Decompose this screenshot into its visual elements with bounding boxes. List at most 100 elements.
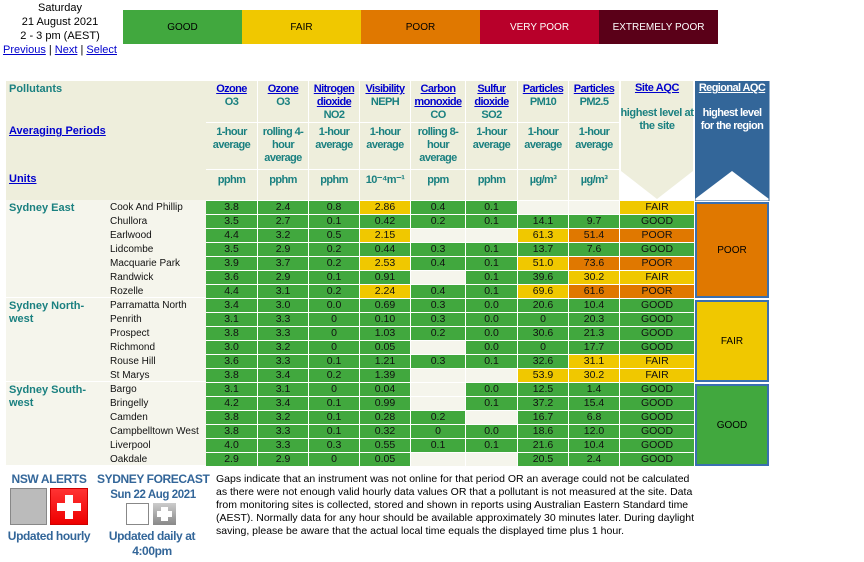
pollutant-link[interactable]: Nitrogen [313, 83, 355, 95]
unit: µg/m³ [518, 170, 568, 200]
forecast-health-icon[interactable] [153, 503, 176, 525]
site-name[interactable]: Randwick [110, 272, 154, 283]
site-name[interactable]: Oakdale [110, 454, 148, 465]
reading-cell: 30.2 [569, 271, 619, 284]
reading-cell: 3.8 [206, 411, 257, 424]
reading-cell: 2.53 [360, 257, 410, 270]
region-name: Sydney North-west [9, 300, 85, 325]
reading-cell: 20.6 [518, 299, 568, 312]
pollutant-code: NEPH [370, 96, 400, 108]
site-name[interactable]: Chullora [110, 216, 148, 227]
site-name[interactable]: Bargo [110, 384, 137, 395]
pollutant-link[interactable]: dioxide [474, 96, 509, 108]
pollutant-link[interactable]: Particles [522, 83, 564, 95]
pollutant-code: NO2 [323, 109, 345, 121]
site-aqc-link[interactable]: Site AQC [634, 82, 680, 94]
reading-cell: 69.6 [518, 285, 568, 298]
reading-cell: 0.2 [309, 243, 359, 256]
pollutant-link[interactable]: Carbon [420, 83, 457, 95]
site-aqc-badge: GOOD [620, 383, 694, 396]
select-link[interactable]: Select [86, 44, 117, 56]
pollutant-code: SO2 [481, 109, 502, 121]
pollutant-code: O3 [276, 96, 290, 108]
fire-alerts-icon[interactable] [10, 488, 47, 525]
reading-cell: 0 [518, 341, 568, 354]
reading-cell: 0.1 [466, 201, 517, 214]
unit: pphm [309, 170, 359, 200]
averaging-period: 1-hour average [206, 123, 257, 169]
site-aqc-desc: highest level at the site [620, 107, 694, 132]
next-link[interactable]: Next [54, 44, 78, 56]
forecast-map-icon[interactable] [126, 503, 149, 525]
site-name[interactable]: Campbelltown West [110, 426, 199, 437]
reading-cell: 17.7 [569, 341, 619, 354]
health-alerts-icon[interactable] [50, 488, 88, 525]
pollutant-link[interactable]: Visibility [365, 83, 405, 95]
pollutant-code: PM10 [529, 96, 557, 108]
header-labels: Pollutants Averaging Periods Units [6, 81, 206, 200]
averaging-period: 1-hour average [518, 123, 568, 169]
pollutant-link[interactable]: Sulfur [477, 83, 506, 95]
reading-cell [466, 453, 517, 466]
reading-cell: 18.6 [518, 425, 568, 438]
date-label: 21 August 2021 [21, 16, 99, 28]
reading-cell: 1.4 [569, 383, 619, 396]
reading-cell: 0.0 [309, 299, 359, 312]
reading-cell [466, 229, 517, 242]
reading-cell: 0.10 [360, 313, 410, 326]
pollutant-link[interactable]: Particles [573, 83, 615, 95]
site-name[interactable]: Parramatta North [110, 300, 187, 311]
reading-cell: 53.9 [518, 369, 568, 382]
site-name[interactable]: Rouse Hill [110, 356, 156, 367]
reading-cell: 0.1 [411, 439, 465, 452]
site-name[interactable]: Lidcombe [110, 244, 154, 255]
reading-cell: 0.1 [466, 243, 517, 256]
reading-cell [569, 201, 619, 214]
region-name: Sydney South-west [9, 384, 87, 409]
reading-cell: 0.42 [360, 215, 410, 228]
averaging-periods-link[interactable]: Averaging Periods [9, 125, 106, 137]
previous-link[interactable]: Previous [3, 44, 46, 56]
pollutant-link[interactable]: dioxide [316, 96, 352, 108]
reading-cell: 0.69 [360, 299, 410, 312]
reading-cell: 0.55 [360, 439, 410, 452]
site-name[interactable]: Prospect [110, 328, 150, 339]
site-name[interactable]: Bringelly [110, 398, 149, 409]
site-aqc-badge: GOOD [620, 313, 694, 326]
site-name[interactable]: Earlwood [110, 230, 152, 241]
pollutant-link[interactable]: monoxide [414, 96, 462, 108]
site-name[interactable]: Penrith [110, 314, 142, 325]
site-name[interactable]: Cook And Phillip [110, 202, 183, 213]
site-name[interactable]: Rozelle [110, 286, 144, 297]
reading-cell: 0.04 [360, 383, 410, 396]
reading-cell: 3.1 [258, 285, 308, 298]
reading-cell [466, 411, 517, 424]
forecast-date: Sun 22 Aug 2021 [110, 489, 196, 501]
site-name[interactable]: Richmond [110, 342, 156, 353]
reading-cell: 0 [309, 453, 359, 466]
pollutant-link[interactable]: Ozone [216, 83, 247, 95]
units-link[interactable]: Units [9, 173, 37, 185]
site-name[interactable]: Liverpool [110, 440, 151, 451]
reading-cell: 0.0 [466, 299, 517, 312]
reading-cell: 3.3 [258, 439, 308, 452]
site-name[interactable]: St Marys [110, 370, 150, 381]
reading-cell: 21.6 [518, 439, 568, 452]
site-aqc-badge: GOOD [620, 341, 694, 354]
reading-cell: 61.3 [518, 229, 568, 242]
pollutant-link[interactable]: Ozone [267, 83, 299, 95]
regional-aqc-header [695, 81, 770, 201]
regional-aqc-link[interactable]: Regional AQC [698, 82, 766, 94]
reading-cell: 0.1 [466, 215, 517, 228]
region-name: Sydney East [9, 202, 75, 214]
forecast-updated: Updated daily at 4:00pm [108, 529, 196, 558]
site-name[interactable]: Macquarie Park [110, 258, 181, 269]
reading-cell: 0.1 [466, 397, 517, 410]
site-name[interactable]: Camden [110, 412, 148, 423]
reading-cell: 0.3 [411, 313, 465, 326]
reading-cell: 51.4 [569, 229, 619, 242]
reading-cell: 12.5 [518, 383, 568, 396]
column-header-o3: Ozone O3 [258, 81, 308, 122]
legend-poor: POOR [361, 10, 480, 44]
pollutants-label: Pollutants [9, 83, 63, 95]
